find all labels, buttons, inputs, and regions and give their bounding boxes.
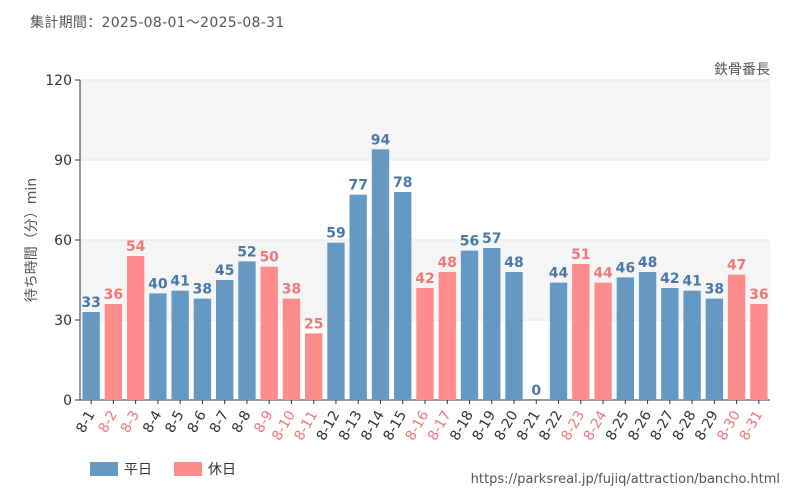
xtick-label-8-31: 8-31 [737,408,767,444]
data-label-8-5: 41 [170,274,189,290]
data-label-8-28: 41 [682,274,701,290]
bar-8-7 [215,280,234,400]
data-label-8-16: 42 [415,271,434,287]
bar-8-27 [661,288,679,400]
xtick-label-8-2: 8-2 [96,408,121,436]
ytick-label-120: 120 [45,73,72,89]
data-label-8-15: 78 [393,175,412,191]
legend-swatch-holiday [174,462,202,476]
bar-8-5 [171,290,189,400]
bar-8-14 [371,149,390,400]
data-label-8-27: 42 [660,271,679,287]
data-label-8-31: 36 [749,287,768,303]
bar-8-11 [305,333,323,400]
data-label-8-1: 33 [81,295,100,311]
period-label: 集計期間：2025-08-01～2025-08-31 [30,15,285,31]
bar-8-30 [727,274,746,400]
ytick-label-90: 90 [54,153,72,169]
bar-8-17 [438,272,456,400]
xtick-label-8-1: 8-1 [73,408,98,436]
data-label-8-9: 50 [259,250,279,266]
bar-8-4 [149,293,167,400]
xtick-label-8-8: 8-8 [229,408,254,436]
data-label-8-13: 77 [348,178,367,194]
bar-8-25 [616,277,635,400]
xtick-label-8-4: 8-4 [140,408,165,436]
y-axis-label: 待ち時間（分）min [24,178,40,302]
data-label-8-11: 25 [304,316,323,332]
xtick-label-8-3: 8-3 [118,408,143,436]
data-label-8-22: 44 [549,266,569,282]
bar-8-6 [193,298,212,400]
data-label-8-7: 45 [215,263,234,279]
data-label-8-12: 59 [326,226,345,242]
bar-8-23 [572,264,590,400]
ytick-label-60: 60 [54,233,72,249]
xtick-label-8-5: 8-5 [162,408,187,436]
data-label-8-26: 48 [638,255,657,271]
bar-8-8 [238,261,256,400]
source-url[interactable]: https://parksreal.jp/fujiq/attraction/ba… [470,472,780,487]
ytick-label-30: 30 [54,313,72,329]
legend-label-holiday: 休日 [208,462,236,478]
bar-8-13 [349,194,367,400]
data-label-8-23: 51 [571,247,590,263]
bar-8-24 [594,282,612,400]
bar-8-28 [683,290,701,400]
ytick-label-0: 0 [63,393,72,409]
legend-item-weekday[interactable]: 平日 [90,459,152,479]
bar-8-29 [705,298,724,400]
bar-8-18 [460,250,479,400]
bar-8-9 [260,266,278,400]
data-label-8-8: 52 [237,244,256,260]
legend-item-holiday[interactable]: 休日 [174,459,236,479]
data-label-8-30: 47 [727,258,746,274]
bar-8-2 [104,304,123,400]
legend-swatch-weekday [90,462,118,476]
xtick-label-8-6: 8-6 [185,408,210,436]
data-label-8-25: 46 [616,260,635,276]
bar-8-31 [750,304,768,400]
bar-8-20 [505,272,523,400]
data-label-8-10: 38 [282,282,301,298]
data-label-8-29: 38 [705,282,724,298]
data-label-8-2: 36 [104,287,123,303]
attraction-name: 鉄骨番長 [714,62,770,78]
bar-8-16 [416,288,434,400]
data-label-8-4: 40 [148,276,168,292]
bar-8-12 [327,242,345,400]
bar-8-15 [394,192,412,400]
data-label-8-6: 38 [193,282,212,298]
data-label-8-18: 56 [460,234,479,250]
data-label-8-19: 57 [482,231,501,247]
bar-8-1 [82,312,100,400]
bar-8-22 [549,282,568,400]
legend-label-weekday: 平日 [124,462,152,478]
xtick-label-8-7: 8-7 [207,408,232,436]
bar-8-3 [126,256,145,400]
bar-8-19 [483,248,501,400]
data-label-8-20: 48 [504,255,523,271]
bar-8-26 [638,272,657,400]
grid-band [80,80,770,160]
data-label-8-21: 0 [531,383,541,399]
legend: 平日 休日 [90,459,258,479]
data-label-8-14: 94 [371,132,391,148]
bar-8-10 [282,298,301,400]
data-label-8-17: 48 [438,255,457,271]
data-label-8-24: 44 [593,266,613,282]
data-label-8-3: 54 [126,239,146,255]
